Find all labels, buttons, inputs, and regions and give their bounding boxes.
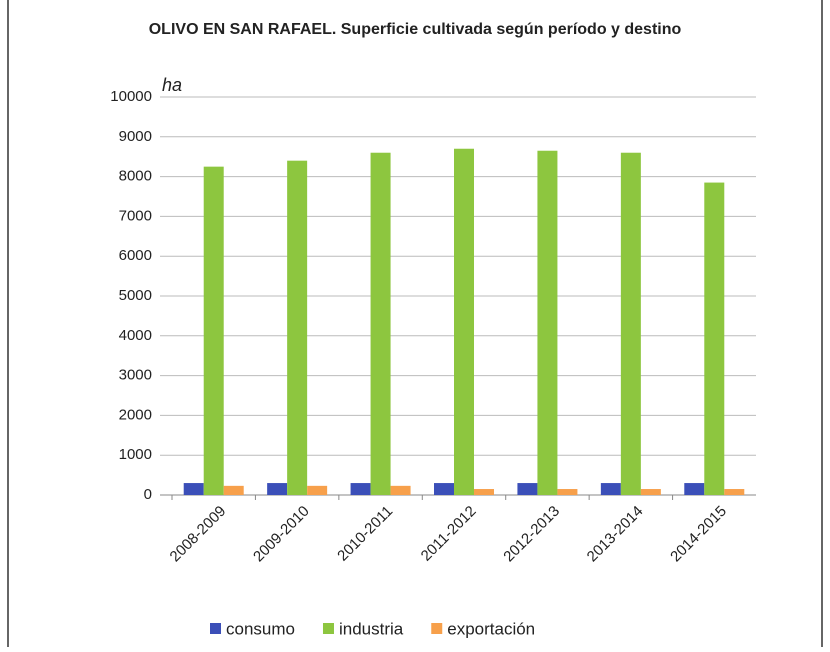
x-tick-label: 2014-2015: [667, 503, 730, 566]
x-tick-label: 2012-2013: [500, 503, 563, 566]
y-tick-label: 4000: [119, 327, 152, 344]
frame: [7, 0, 823, 652]
y-tick-label: 8000: [119, 168, 152, 185]
legend-swatch: [431, 623, 443, 634]
bar: [684, 483, 705, 495]
y-tick-label: 5000: [119, 287, 152, 304]
bar: [620, 152, 641, 495]
bar: [287, 160, 308, 495]
y-tick-label: 0: [144, 486, 152, 503]
y-tick-label: 9000: [119, 128, 152, 145]
legend-label: consumo: [226, 619, 295, 638]
legend-label: exportación: [447, 619, 535, 638]
y-tick-label: 2000: [119, 406, 152, 423]
bar: [350, 483, 371, 495]
bar: [183, 483, 204, 495]
bar: [223, 485, 244, 495]
bar: [390, 485, 411, 495]
y-tick-label: 10000: [110, 88, 152, 105]
bar: [454, 148, 474, 496]
bar: [537, 150, 558, 496]
y-tick-label: 1000: [119, 446, 152, 463]
x-tick-label: 2010-2011: [334, 503, 396, 565]
y-tick-label: 7000: [119, 207, 152, 224]
bar: [517, 483, 538, 495]
x-tick-label: 2011-2012: [418, 503, 480, 565]
bar: [307, 485, 328, 495]
bar: [724, 489, 745, 495]
bar: [434, 483, 454, 495]
bar: [600, 483, 621, 495]
legend-swatch: [210, 623, 221, 634]
legend-swatch: [322, 623, 334, 634]
bar: [474, 489, 494, 495]
bar: [203, 166, 224, 495]
x-tick-label: 2008-2009: [167, 503, 230, 566]
chart-title: OLIVO EN SAN RAFAEL. Superficie cultivad…: [149, 21, 682, 38]
y-axis-label: ha: [162, 75, 182, 95]
bar: [370, 152, 391, 495]
legend-label: industria: [339, 619, 404, 638]
y-tick-label: 6000: [119, 247, 152, 264]
bar: [640, 489, 661, 495]
bar: [557, 489, 578, 495]
bar: [704, 182, 725, 495]
x-tick-label: 2013-2014: [584, 503, 647, 566]
bar: [267, 483, 288, 495]
y-tick-label: 3000: [119, 367, 152, 384]
x-tick-label: 2009-2010: [250, 503, 313, 566]
